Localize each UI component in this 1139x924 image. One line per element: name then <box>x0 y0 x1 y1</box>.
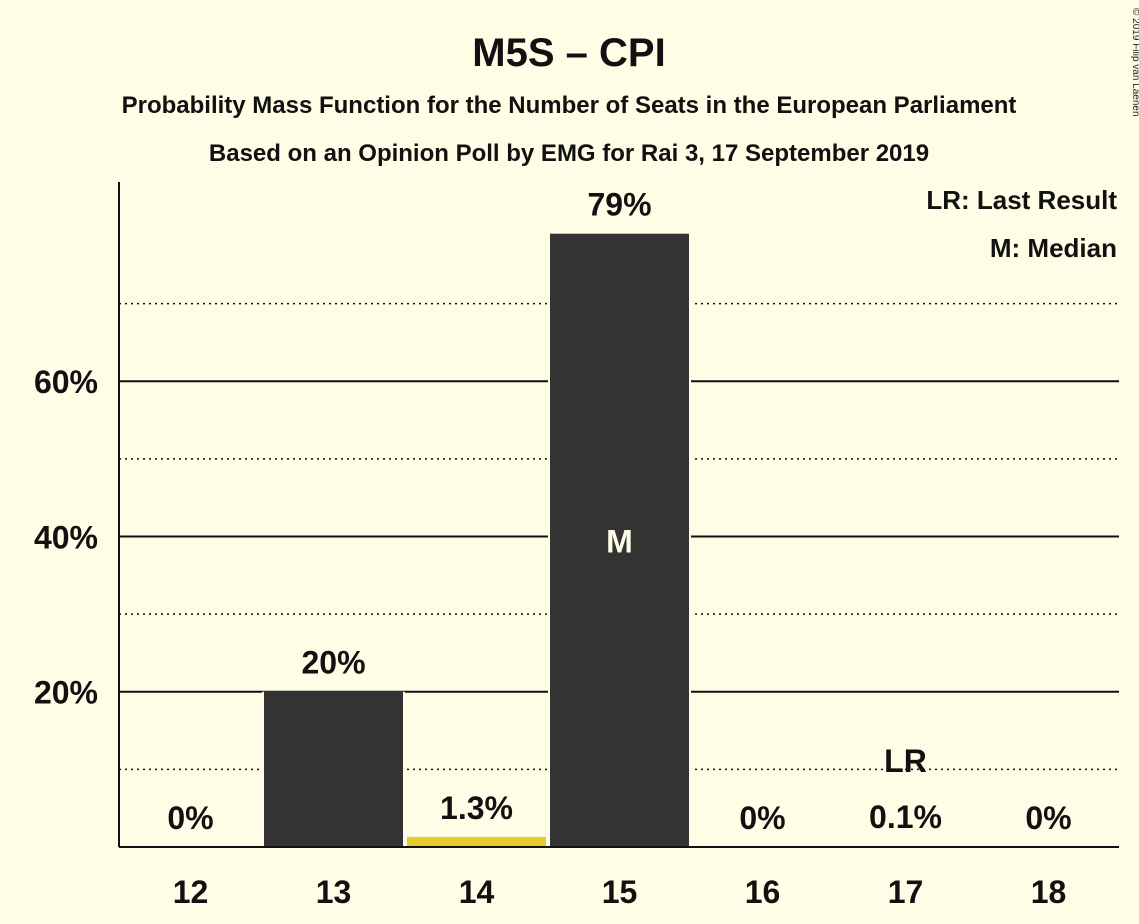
bar <box>407 836 546 847</box>
x-tick-label: 14 <box>459 874 495 910</box>
last-result-marker: LR <box>884 743 927 779</box>
x-tick-label: 15 <box>602 874 638 910</box>
chart-subtitle-2: Based on an Opinion Poll by EMG for Rai … <box>209 140 929 167</box>
data-label: 0% <box>167 800 213 836</box>
y-tick-label: 60% <box>34 364 98 400</box>
data-label: 20% <box>301 645 365 681</box>
bar <box>264 691 403 847</box>
legend-last-result: LR: Last Result <box>926 185 1117 215</box>
copyright-note: © 2019 Filip van Laenen <box>1130 8 1139 117</box>
legend-median: M: Median <box>990 233 1117 263</box>
chart-subtitle: Probability Mass Function for the Number… <box>122 92 1017 119</box>
x-tick-label: 18 <box>1031 874 1067 910</box>
chart-title: M5S – CPI <box>472 31 665 75</box>
median-marker: M <box>606 523 633 559</box>
data-label: 0% <box>1025 800 1071 836</box>
data-label: 1.3% <box>440 790 513 826</box>
axes <box>118 182 1119 848</box>
y-tick-label: 20% <box>34 675 98 711</box>
y-tick-label: 40% <box>34 519 98 555</box>
data-label: 0.1% <box>869 799 942 835</box>
bars <box>262 233 977 847</box>
labels: 20% 40% 60% 0% 12 20% 13 1.3% 14 79% 15 0% 16 0.1% 17 0… <box>34 187 1072 910</box>
x-tick-label: 16 <box>745 874 781 910</box>
bar <box>550 233 689 847</box>
x-tick-label: 17 <box>888 874 924 910</box>
x-tick-label: 13 <box>316 874 352 910</box>
x-tick-label: 12 <box>173 874 209 910</box>
data-label: 0% <box>739 800 785 836</box>
data-label: 79% <box>587 187 651 223</box>
